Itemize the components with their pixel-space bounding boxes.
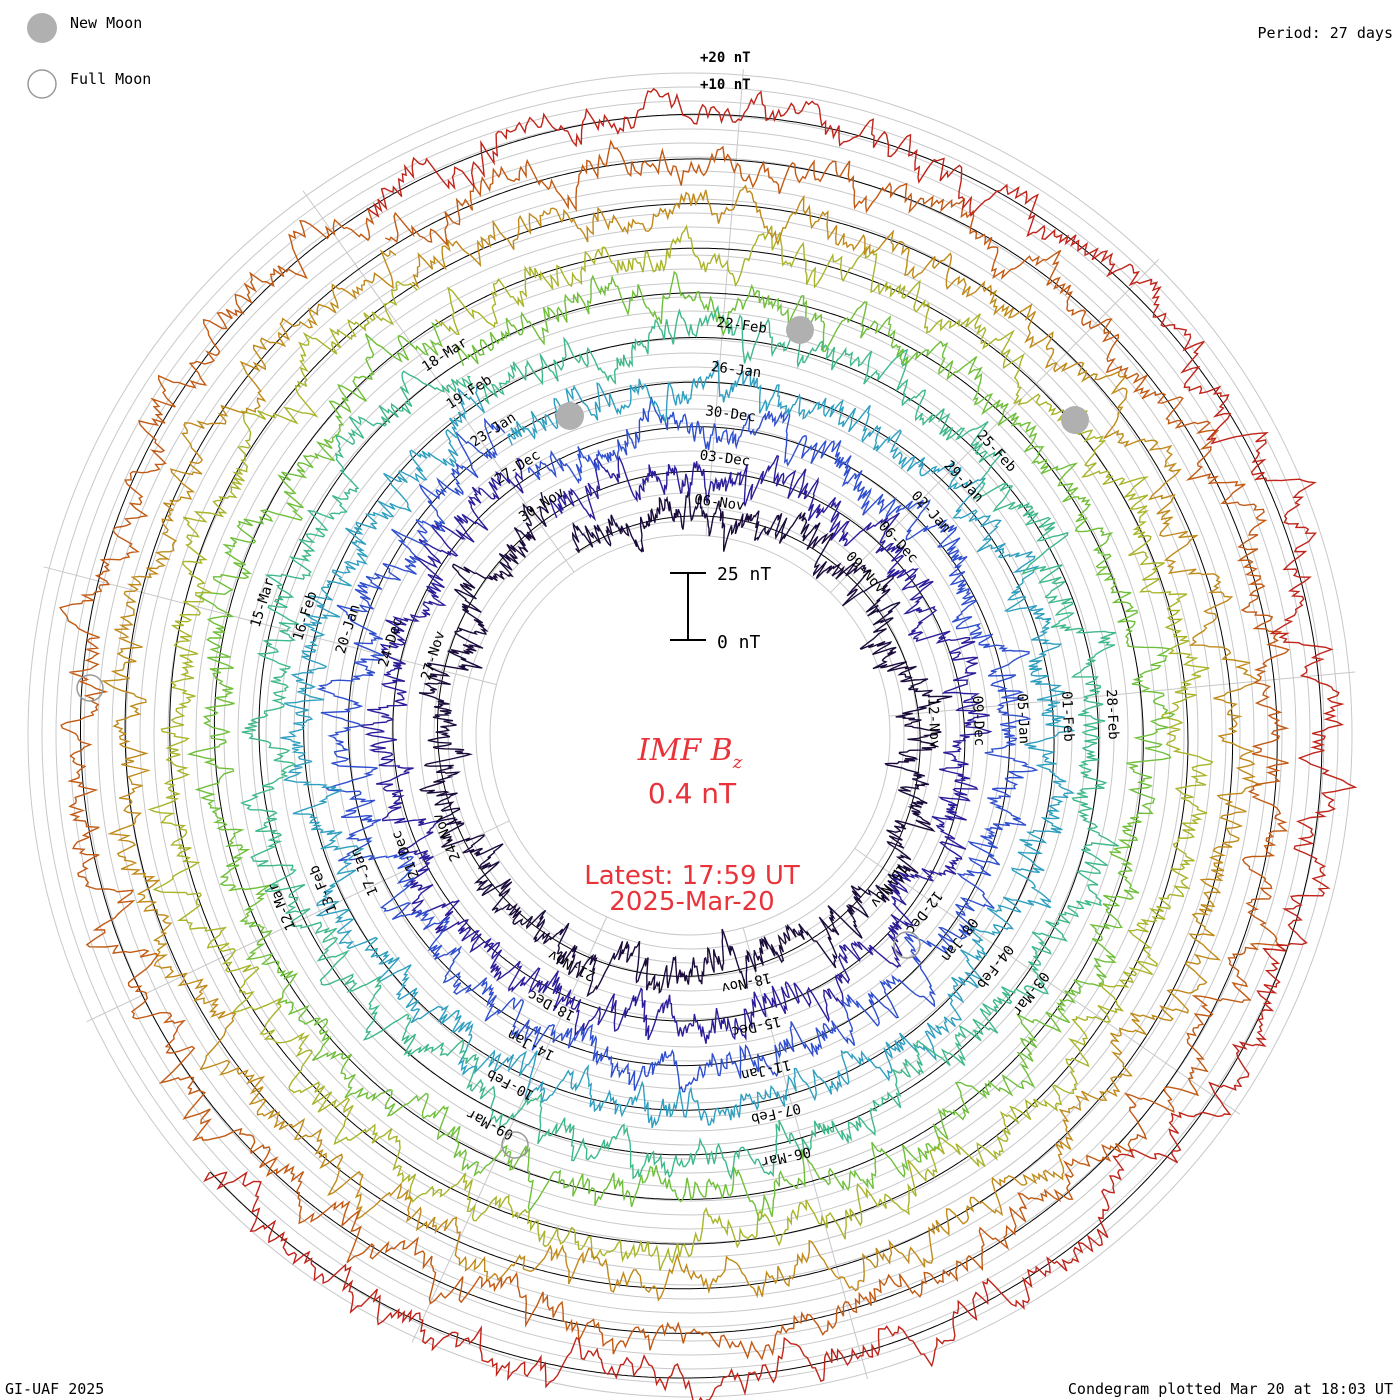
radial-spoke bbox=[86, 820, 510, 1023]
grid-ring bbox=[41, 86, 1339, 1384]
radial-spoke bbox=[43, 566, 497, 686]
grid-ring bbox=[377, 422, 1003, 1048]
grid-ring bbox=[475, 520, 905, 950]
grid-ring bbox=[363, 408, 1017, 1062]
grid-ring bbox=[69, 114, 1311, 1356]
grid-ring bbox=[27, 72, 1353, 1398]
day-label: 07-Feb bbox=[749, 1100, 802, 1127]
day-label: 12-Nov bbox=[924, 697, 942, 748]
day-label: 12-Dec bbox=[902, 887, 945, 937]
baseline-rotation-3 bbox=[303, 381, 1055, 1111]
grid-ring bbox=[97, 142, 1283, 1328]
period-label: Period: 27 days bbox=[1258, 24, 1393, 42]
bz-series-rotation-6 bbox=[147, 224, 1214, 1271]
day-label: 05-Jan bbox=[1013, 693, 1031, 744]
center-latest-time: Latest: 17:59 UT bbox=[584, 861, 800, 891]
bz-series-rotation-4 bbox=[240, 304, 1120, 1181]
bz-series-rotation-9 bbox=[203, 87, 1358, 1400]
grid-ring bbox=[223, 268, 1157, 1202]
grid-ring bbox=[433, 478, 947, 992]
radial-spoke bbox=[830, 258, 1160, 593]
day-label: 27-Nov bbox=[418, 629, 448, 682]
day-label: 30-Dec bbox=[704, 403, 756, 425]
day-label: 13-Feb bbox=[306, 863, 340, 916]
radial-spoke bbox=[705, 69, 744, 536]
footer-credit: GI-UAF 2025 bbox=[5, 1380, 104, 1398]
day-label: 15-Mar bbox=[248, 576, 278, 629]
bz-series-rotation-0 bbox=[418, 490, 953, 998]
grid-ring bbox=[405, 450, 975, 1020]
full-moon-marker bbox=[76, 674, 104, 702]
center-latest-date: 2025-Mar-20 bbox=[609, 887, 774, 917]
center-title-main: IMF B bbox=[637, 733, 733, 768]
center-value: 0.4 nT bbox=[648, 777, 737, 810]
bz-series-rotation-1 bbox=[358, 454, 993, 1044]
new-moon-marker bbox=[556, 402, 584, 430]
grid-ring bbox=[195, 240, 1185, 1230]
day-label: 22-Feb bbox=[716, 315, 768, 337]
grid-ring bbox=[489, 534, 891, 936]
ring-scale-label-20: +20 nT bbox=[700, 50, 751, 66]
day-label: 25-Feb bbox=[973, 427, 1019, 475]
grid-ring bbox=[181, 226, 1199, 1244]
baseline-rotation-4 bbox=[258, 337, 1100, 1156]
new-moon-marker bbox=[786, 316, 814, 344]
day-label: 03-Dec bbox=[699, 448, 751, 470]
radial-spoke bbox=[411, 916, 608, 1343]
grid-ring bbox=[111, 156, 1269, 1314]
grid-ring bbox=[237, 282, 1143, 1188]
day-label: 09-Dec bbox=[969, 695, 987, 746]
new-moon-legend-icon bbox=[27, 13, 57, 43]
day-label: 06-Nov bbox=[693, 492, 745, 514]
radial-spoke bbox=[854, 848, 1241, 1115]
full-moon-legend-label: Full Moon bbox=[70, 70, 151, 88]
grid-ring bbox=[349, 394, 1031, 1076]
day-label: 24-Nov bbox=[430, 811, 464, 864]
grid-ring bbox=[321, 366, 1059, 1104]
baseline-rotation-9 bbox=[209, 113, 1323, 1379]
grid-ring bbox=[139, 184, 1241, 1286]
bz-traces bbox=[58, 87, 1358, 1400]
scale-bar-top-label: 25 nT bbox=[717, 564, 771, 585]
grid-ring bbox=[83, 128, 1297, 1342]
bz-series-rotation-3 bbox=[280, 359, 1076, 1129]
new-moon-marker bbox=[1061, 406, 1089, 434]
day-label: 04-Feb bbox=[973, 941, 1016, 991]
bz-series-rotation-7 bbox=[101, 184, 1263, 1302]
day-label: 26-Jan bbox=[710, 359, 762, 381]
grid-ring bbox=[167, 212, 1213, 1258]
bz-series-rotation-2 bbox=[316, 396, 1039, 1093]
center-title: IMF Bz bbox=[637, 733, 743, 773]
grid-ring bbox=[307, 352, 1073, 1118]
radial-spoke bbox=[889, 671, 1356, 717]
day-label: 09-Mar bbox=[464, 1105, 516, 1142]
day-label: 16-Feb bbox=[290, 589, 320, 642]
center-title-sub: z bbox=[732, 752, 743, 773]
full-moon-marker bbox=[893, 931, 921, 959]
grid-ring bbox=[391, 436, 989, 1034]
full-moon-legend-icon bbox=[27, 69, 57, 99]
new-moon-legend-label: New Moon bbox=[70, 14, 142, 32]
footer-plotted: Condegram plotted Mar 20 at 18:03 UT bbox=[1068, 1380, 1393, 1398]
baseline-rotation-1 bbox=[392, 470, 966, 1022]
day-label: 01-Feb bbox=[1058, 691, 1076, 742]
grid-ring bbox=[55, 100, 1325, 1370]
scale-bar-bottom-label: 0 nT bbox=[717, 632, 761, 653]
full-moon-marker bbox=[501, 1131, 529, 1159]
day-label: 28-Feb bbox=[1103, 689, 1121, 740]
radial-spoke bbox=[302, 190, 575, 573]
moon-markers bbox=[76, 316, 1089, 1159]
baseline-rotation-7 bbox=[124, 203, 1234, 1290]
ring-scale-label-10: +10 nT bbox=[700, 77, 751, 93]
grid-ring bbox=[125, 170, 1255, 1300]
